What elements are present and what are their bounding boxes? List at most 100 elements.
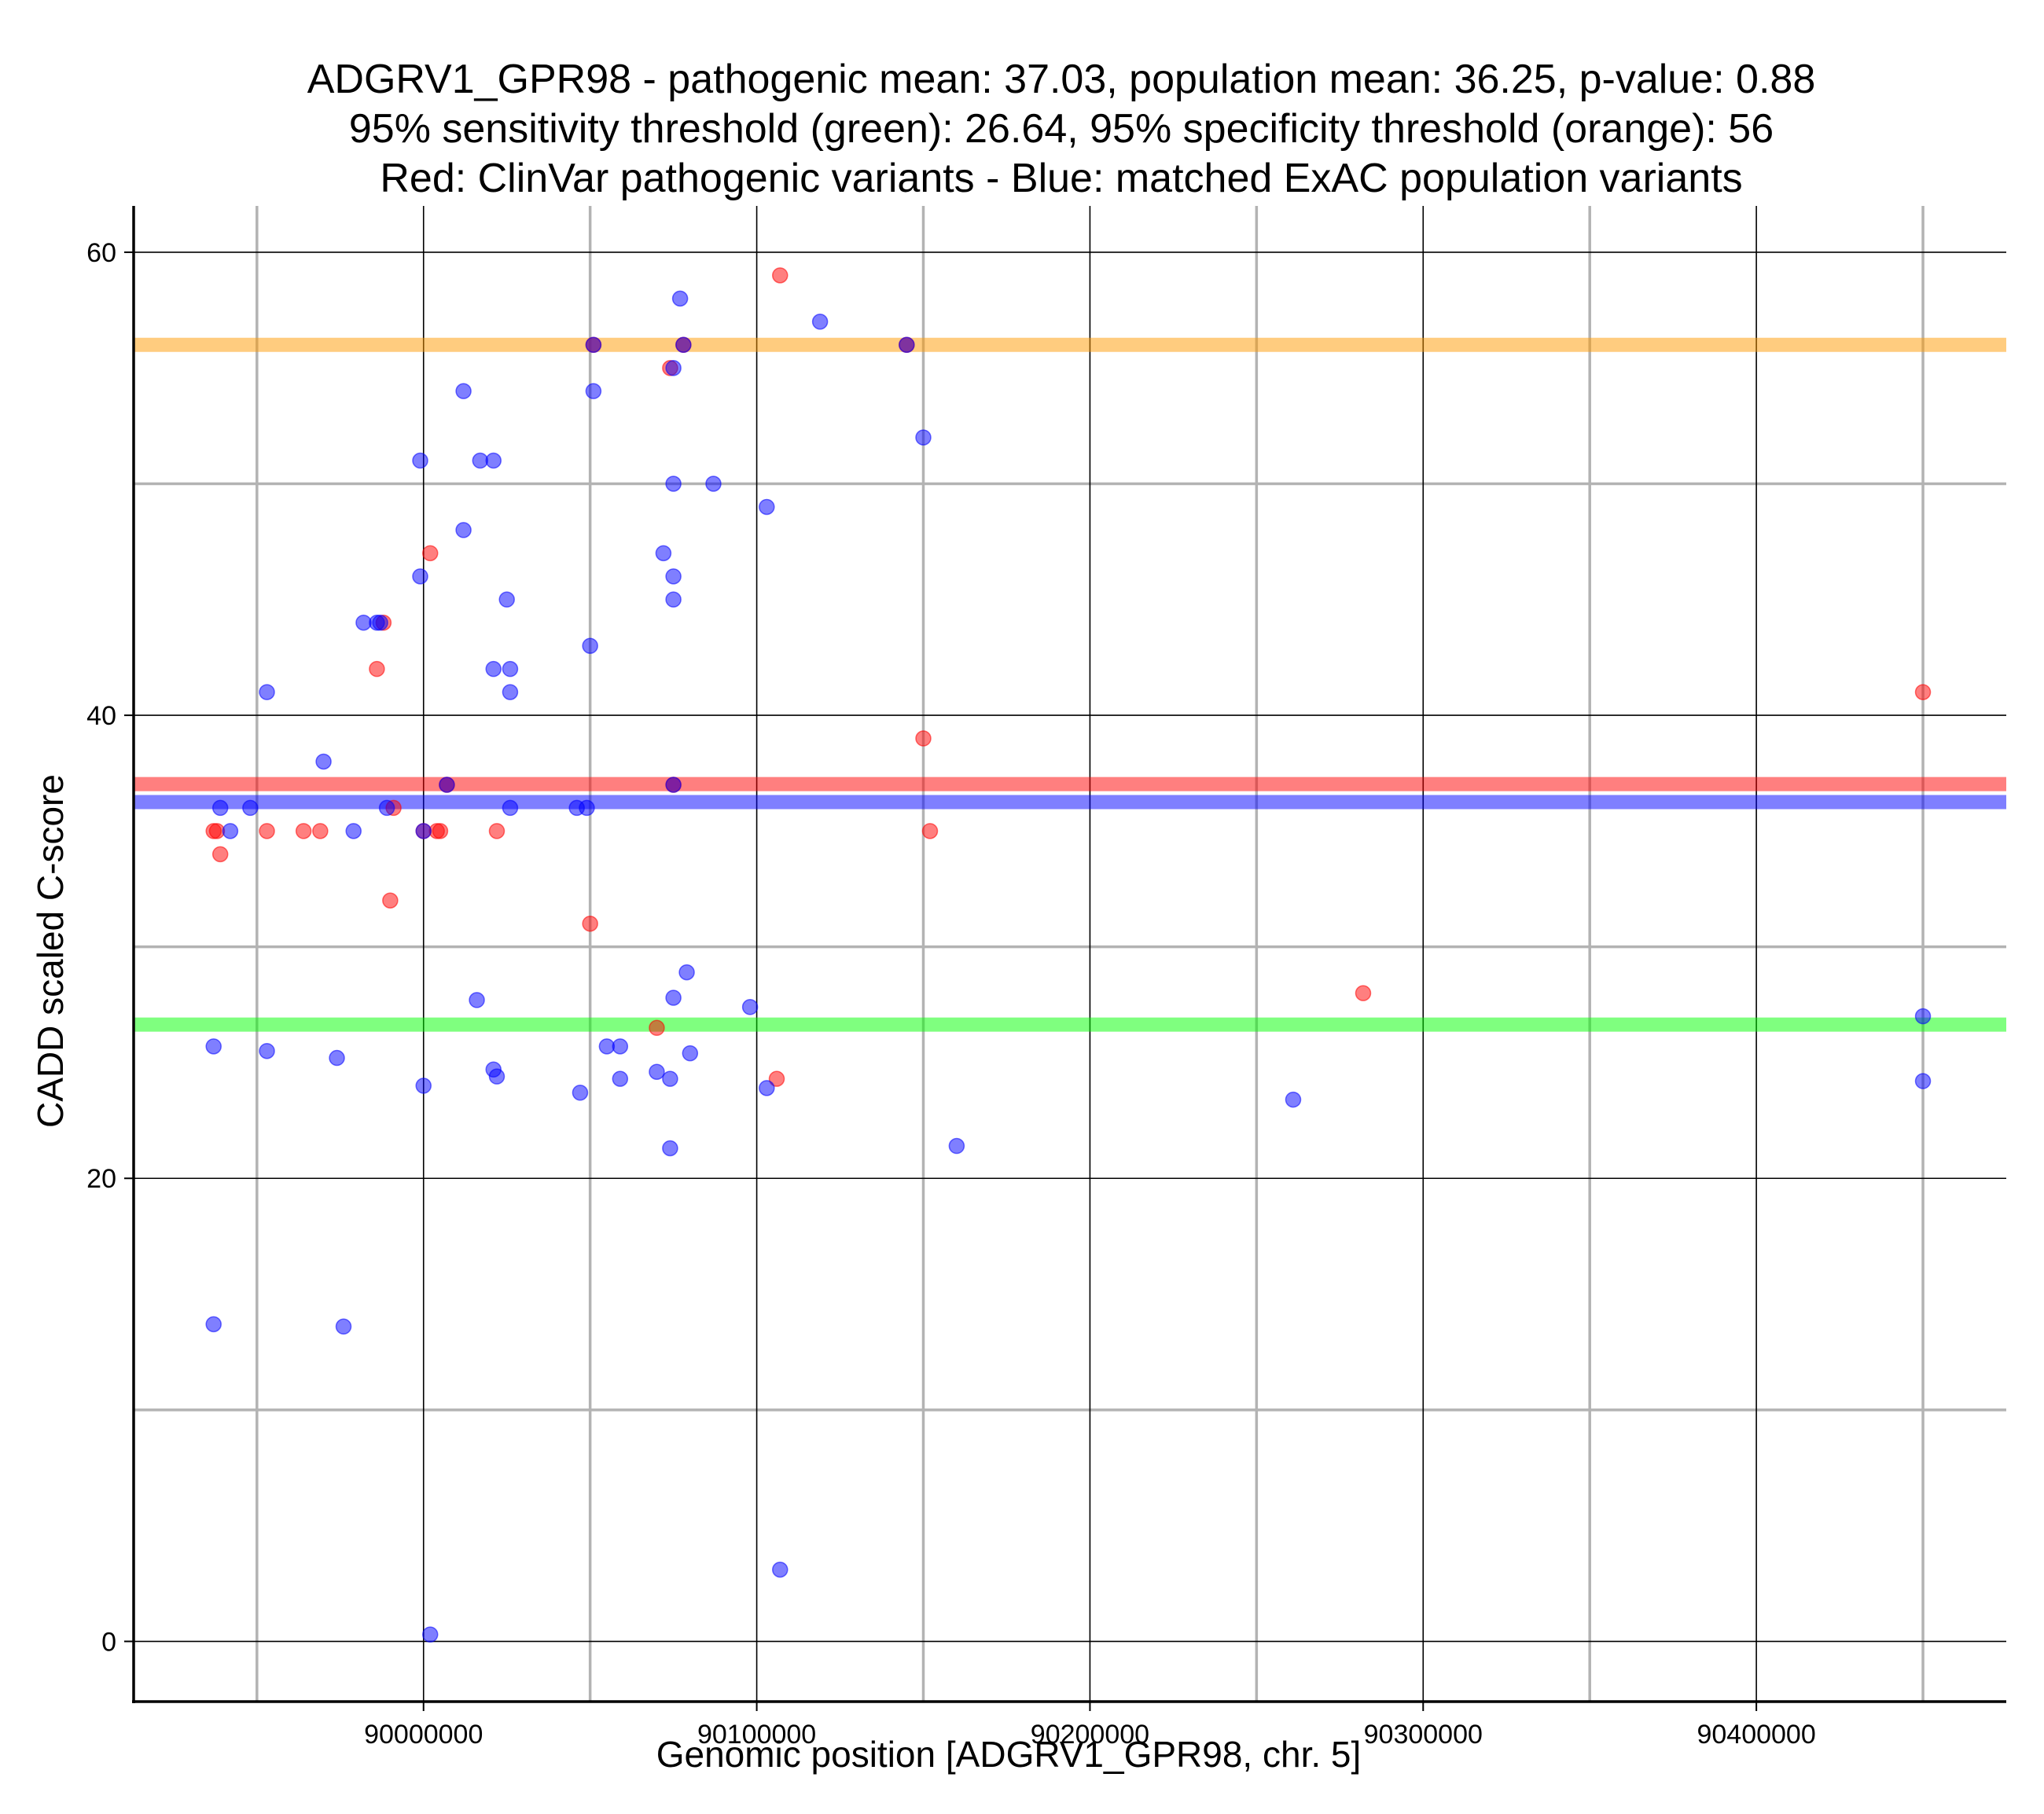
population-point [915, 429, 932, 446]
population-point [372, 614, 388, 631]
pathogenic-point [382, 892, 399, 909]
x-tick-label: 90200000 [1031, 1720, 1149, 1750]
population-point [655, 545, 672, 562]
population-point [242, 799, 259, 817]
pathogenic-point [921, 823, 939, 839]
population-point [498, 591, 515, 608]
pathogenic-point [432, 823, 449, 839]
y-tick-label: 0 [101, 1627, 116, 1657]
pathogenic-point [649, 1019, 665, 1037]
population-point [678, 964, 695, 981]
pathogenic-point [582, 915, 598, 932]
population-point [412, 568, 428, 585]
x-tick-label: 90300000 [1364, 1720, 1483, 1750]
pathogenic-point [488, 823, 505, 839]
population-point [345, 823, 362, 839]
population-point [259, 684, 275, 700]
population-point [665, 591, 682, 608]
pathogenic-point [211, 846, 229, 863]
y-tick-label: 40 [86, 701, 116, 731]
chart-title-line-1: ADGRV1_GPR98 - pathogenic mean: 37.03, p… [307, 57, 1816, 102]
population-point [649, 1063, 665, 1080]
population-point [315, 753, 332, 770]
population-point [948, 1137, 965, 1155]
population-point [455, 383, 472, 399]
population-point [222, 823, 239, 839]
population-point [488, 1068, 505, 1085]
population-point [662, 1070, 678, 1087]
data-points [205, 267, 1932, 1643]
x-tick-label: 90100000 [697, 1720, 816, 1750]
population-point [502, 799, 519, 817]
axes [124, 206, 2006, 1711]
population-point [412, 452, 428, 469]
population-point [455, 522, 472, 538]
pathogenic-point [915, 730, 932, 747]
population-point [329, 1049, 345, 1067]
population-point [582, 637, 598, 654]
pathogenic-point [1914, 684, 1932, 700]
x-tick-label: 90400000 [1697, 1720, 1815, 1750]
x-tick-label: 90000000 [364, 1720, 483, 1750]
population-point [705, 476, 722, 492]
population-point [585, 383, 602, 399]
population-point [469, 992, 485, 1008]
reference-lines [134, 337, 2006, 1032]
y-tick-labels: 0 20 40 60 [86, 238, 116, 1657]
population-point [665, 359, 682, 376]
x-tick-labels: 90000000 90100000 90200000 90300000 90400000 [364, 1720, 1816, 1750]
population-point [502, 660, 519, 677]
y-tick-label: 60 [86, 238, 116, 268]
pathogenic-point [295, 823, 312, 839]
population-point [671, 290, 689, 307]
chart-title: ADGRV1_GPR98 - pathogenic mean: 37.03, p… [307, 57, 1816, 201]
population-point [378, 799, 395, 817]
population-point [665, 990, 682, 1006]
population-point [205, 1316, 222, 1333]
population-point [1914, 1008, 1932, 1025]
population-point [665, 777, 682, 793]
population-point [415, 1078, 432, 1094]
population-point [472, 452, 489, 469]
population-point [759, 1080, 775, 1096]
pathogenic-point [772, 267, 789, 284]
population-point [585, 336, 602, 353]
x-axis-label: Genomic position [ADGRV1_GPR98, chr. 5] [656, 1734, 1362, 1775]
population-point [259, 1042, 275, 1059]
population-point [741, 999, 759, 1015]
population-point [1914, 1073, 1932, 1089]
population-point [355, 614, 372, 631]
population-point [415, 823, 432, 839]
pathogenic-point [369, 660, 385, 677]
pathogenic-point [312, 823, 329, 839]
y-axis-label: CADD scaled C-score [30, 774, 71, 1128]
population-point [811, 314, 829, 330]
chart-title-line-3: Red: ClinVar pathogenic variants - Blue:… [380, 156, 1742, 201]
chart-title-line-2: 95% sensitivity threshold (green): 26.64… [349, 106, 1774, 152]
pathogenic-point [208, 823, 226, 839]
population-point [579, 799, 595, 817]
pathogenic-point [768, 1070, 785, 1087]
population-point [1285, 1091, 1302, 1108]
population-point [211, 799, 229, 817]
y-tick-label: 20 [86, 1164, 116, 1194]
population-point [682, 1045, 699, 1062]
population-point [772, 1561, 789, 1578]
population-point [899, 336, 915, 353]
population-point [205, 1038, 222, 1055]
population-point [335, 1318, 352, 1335]
population-point [502, 684, 519, 700]
pathogenic-point [1355, 985, 1372, 1001]
grid-lines [134, 206, 2006, 1702]
population-point [598, 1038, 616, 1055]
population-series [205, 290, 1932, 1643]
population-point [485, 660, 502, 677]
population-point [572, 1084, 589, 1101]
population-point [612, 1070, 629, 1087]
pathogenic-point [259, 823, 275, 839]
population-point [485, 452, 502, 469]
population-point [665, 568, 682, 585]
